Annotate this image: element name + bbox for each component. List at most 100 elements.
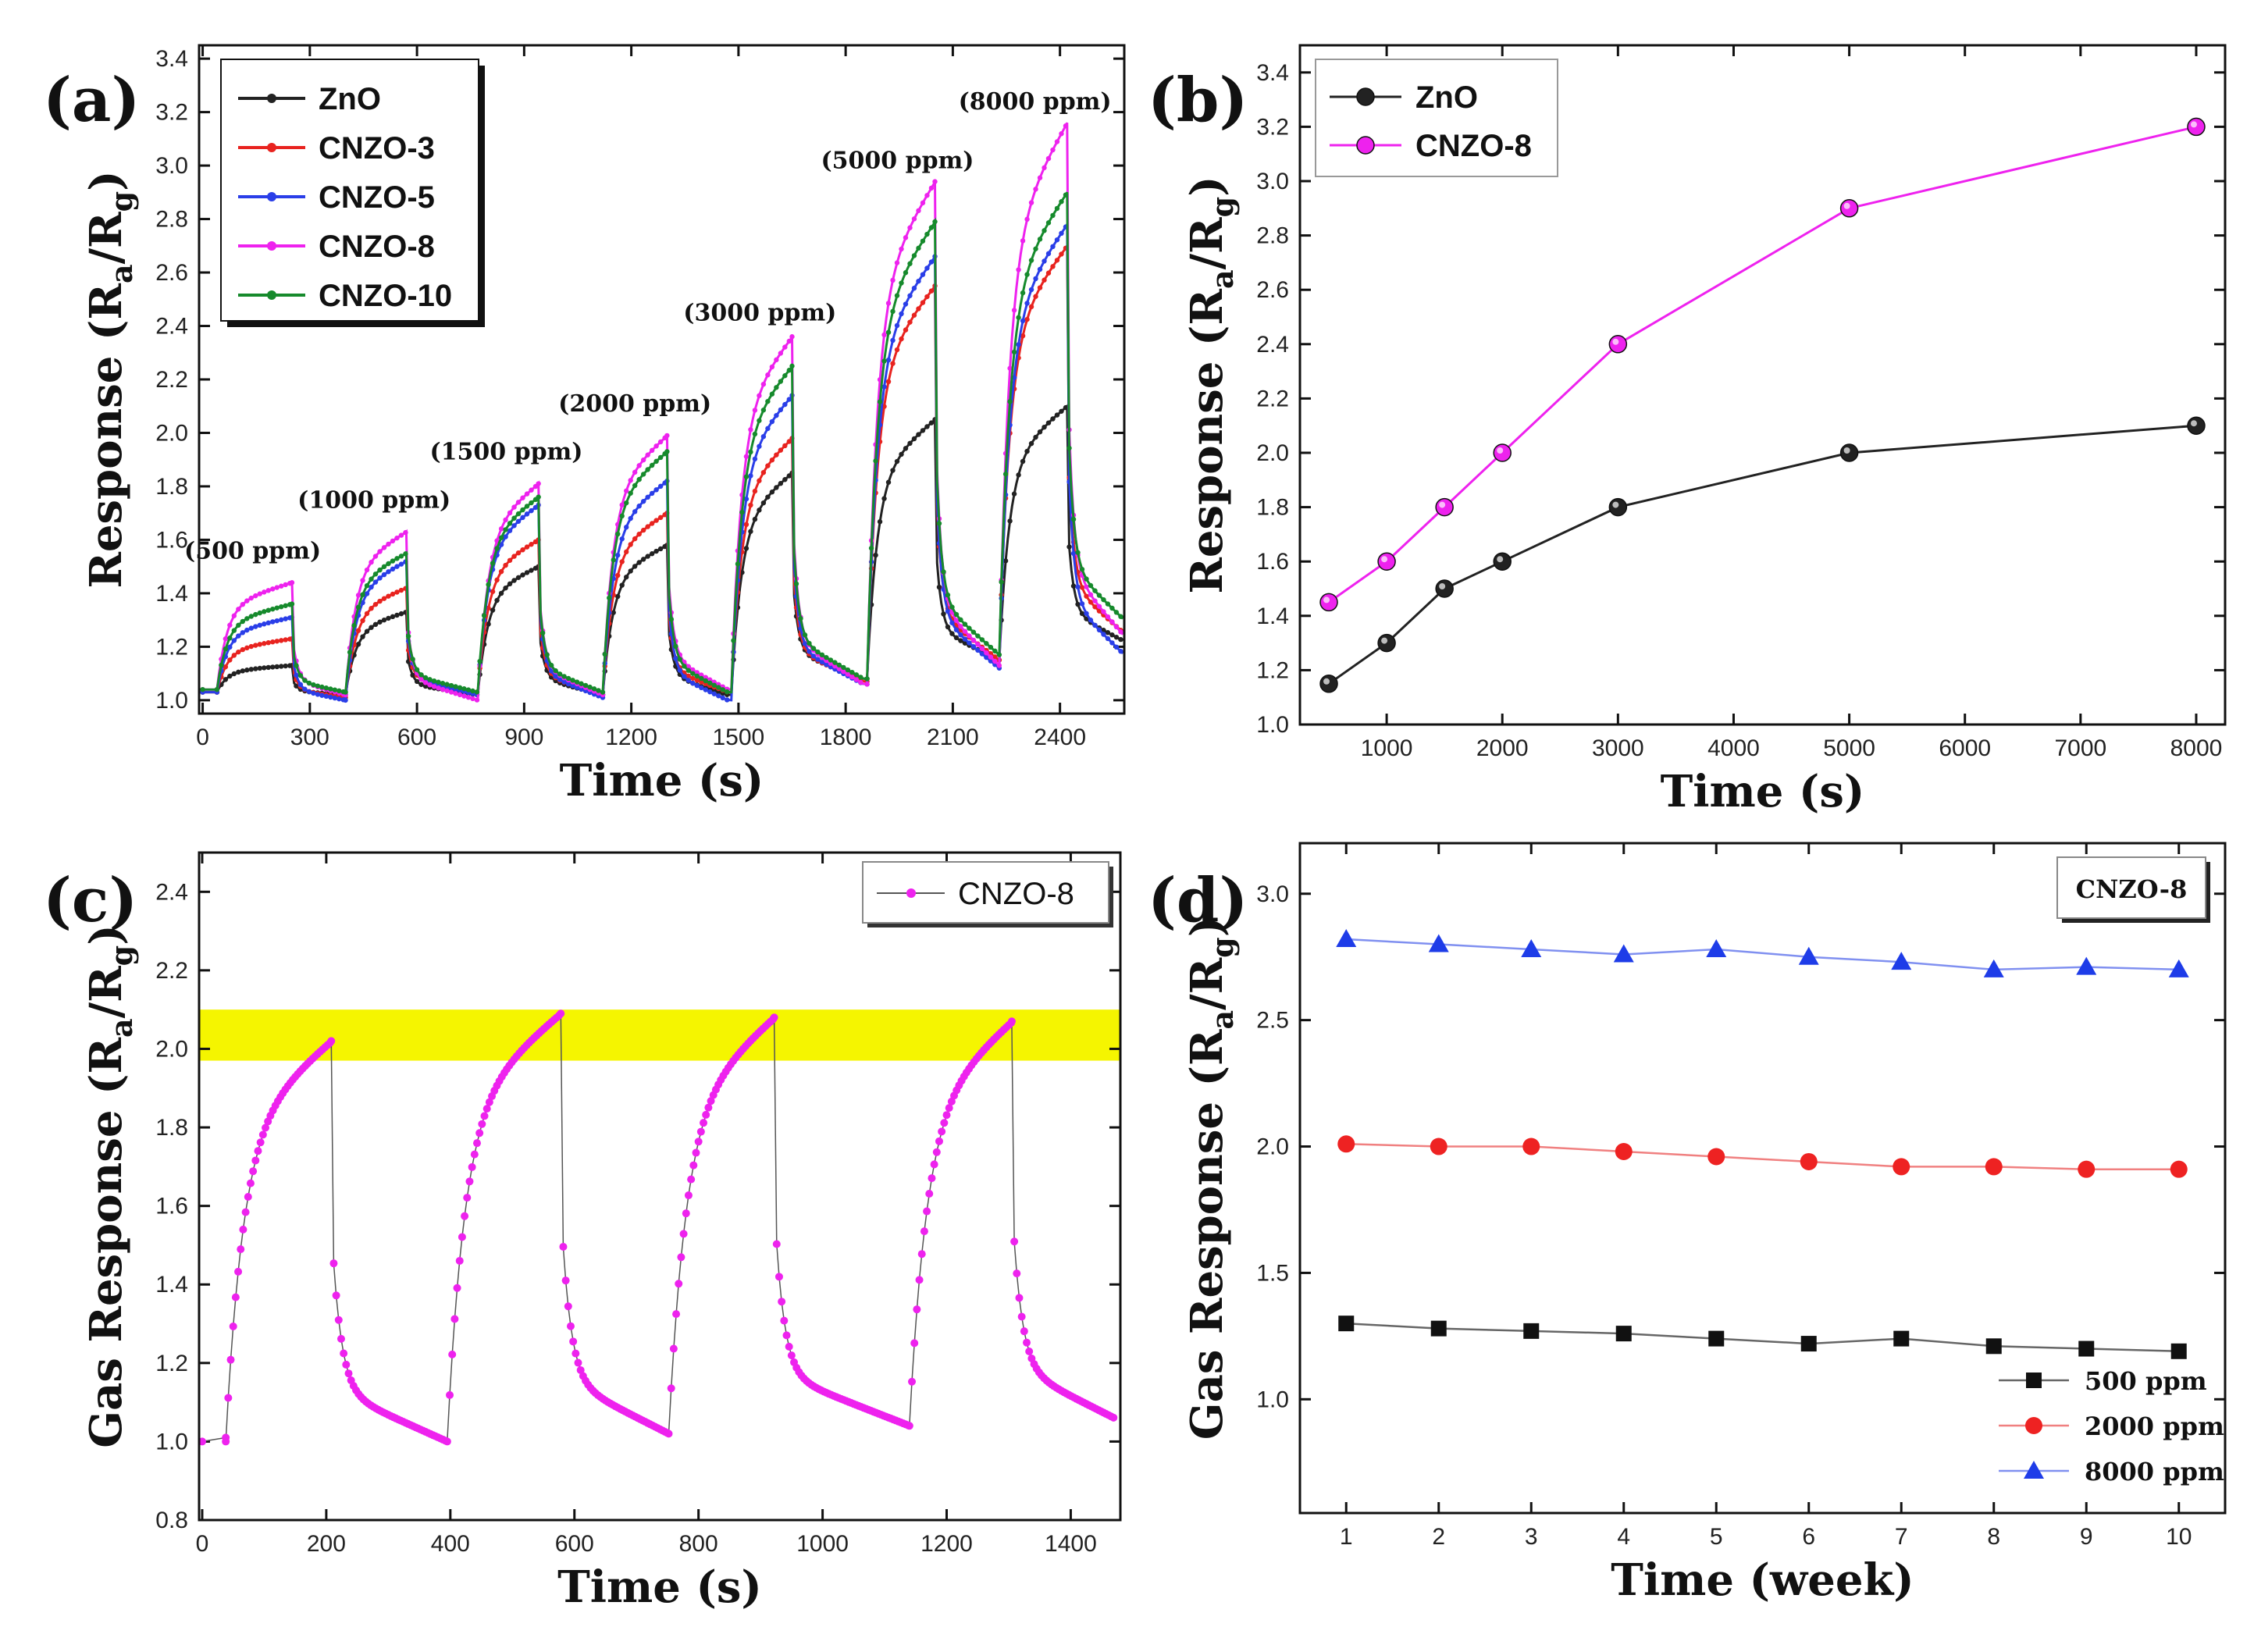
data-point-CNZO-8 (687, 1175, 696, 1184)
data-point-CNZO-10 (381, 564, 387, 569)
y-axis-title-b: Response (Ra/Rg) (1181, 176, 1240, 593)
data-point-CNZO-5 (615, 552, 621, 558)
x-tick-label-b: 2000 (1476, 735, 1529, 761)
title-box (2056, 856, 2206, 919)
data-point-CNZO-5 (253, 624, 258, 629)
data-point-CNZO-8 (475, 1129, 484, 1138)
y-axis-title-a: Response (Ra/Rg) (80, 170, 139, 588)
data-point-ZnO (262, 665, 267, 671)
data-point-CNZO-8 (418, 676, 424, 682)
data-point-ZnO (486, 621, 491, 627)
data-point-ZnO (890, 468, 896, 473)
data-point-CNZO-8 (1023, 1338, 1031, 1347)
data-point-CNZO-8 (254, 1147, 262, 1155)
data-point-CNZO-8 (619, 502, 625, 507)
data-point-CNZO-3 (1059, 251, 1064, 257)
data-point-8000 ppm (1983, 959, 2004, 977)
annotation-label: (3000 ppm) (683, 300, 836, 327)
data-point-highlight (1612, 501, 1619, 508)
data-point-CNZO-8 (472, 1139, 481, 1148)
y-axis-title-part-c: ) (80, 924, 132, 945)
data-point-CNZO-3 (386, 593, 391, 599)
data-point-CNZO-8 (564, 1302, 572, 1311)
data-point-CNZO-10 (507, 521, 513, 526)
data-point-CNZO-5 (924, 265, 930, 271)
data-point-CNZO-8 (355, 593, 361, 598)
data-point-CNZO-8 (920, 200, 926, 206)
data-point-ZnO (274, 664, 280, 670)
data-point-CNZO-10 (607, 595, 612, 601)
data-point-highlight (1497, 447, 1504, 454)
data-point-CNZO-5 (377, 575, 383, 581)
data-point-CNZO-8 (1024, 216, 1030, 223)
data-point-ZnO (624, 574, 629, 580)
legend-label-CNZO-5: CNZO-5 (319, 180, 435, 215)
legend-marker-CNZO-8 (267, 241, 276, 251)
data-point-CNZO-10 (769, 391, 775, 397)
data-point-CNZO-8 (440, 686, 446, 692)
data-point-CNZO-10 (778, 379, 784, 384)
data-point-CNZO-8 (1377, 552, 1396, 571)
data-point-CNZO-8 (436, 685, 441, 691)
data-point-ZnO (1037, 429, 1043, 435)
data-point-500 ppm (1985, 1338, 2002, 1355)
data-point-CNZO-10 (899, 280, 904, 286)
data-point-CNZO-3 (381, 596, 387, 601)
data-point-CNZO-8 (657, 439, 664, 445)
data-point-CNZO-5 (343, 697, 348, 703)
data-point-CNZO-10 (600, 689, 606, 695)
data-point-CNZO-8 (669, 1344, 678, 1353)
data-point-CNZO-8 (743, 454, 750, 459)
data-point-CNZO-5 (885, 357, 892, 363)
y-tick-label-d: 2.5 (1256, 1008, 1289, 1034)
data-point-CNZO-8 (360, 578, 365, 583)
data-point-ZnO (1070, 583, 1077, 589)
y-tick-label-c: 2.4 (155, 879, 188, 905)
x-tick-label-a: 300 (290, 725, 329, 750)
data-point-CNZO-10 (306, 680, 312, 686)
data-point-CNZO-8 (942, 1111, 951, 1120)
data-point-CNZO-10 (975, 633, 981, 639)
data-point-CNZO-10 (418, 672, 424, 678)
data-point-CNZO-8 (468, 1162, 476, 1171)
data-point-CNZO-10 (774, 385, 779, 390)
x-tick-label-c: 1200 (920, 1531, 973, 1557)
data-point-ZnO (928, 420, 935, 425)
data-point-CNZO-5 (760, 433, 767, 440)
data-point-CNZO-10 (311, 682, 316, 688)
legend-label-8000 ppm: 8000 ppm (2085, 1457, 2224, 1486)
data-point-CNZO-10 (602, 651, 607, 657)
x-tick-label-b: 7000 (2054, 735, 2106, 761)
data-point-CNZO-10 (916, 245, 921, 251)
data-point-ZnO (958, 638, 963, 643)
data-point-CNZO-5 (699, 685, 704, 691)
annotation-label: (5000 ppm) (821, 148, 974, 175)
data-point-highlight (1843, 447, 1850, 454)
data-point-CNZO-10 (984, 641, 989, 646)
data-point-CNZO-10 (690, 671, 696, 676)
data-point-CNZO-10 (849, 669, 855, 675)
data-point-CNZO-10 (236, 622, 241, 628)
data-point-CNZO-10 (945, 592, 951, 598)
x-tick-label-c: 1400 (1045, 1531, 1097, 1557)
data-point-CNZO-3 (494, 577, 500, 583)
highlight-band (199, 1009, 1120, 1061)
x-tick-label-a: 2100 (927, 725, 979, 750)
data-point-CNZO-8 (704, 1103, 713, 1112)
data-point-CNZO-5 (574, 685, 580, 690)
x-tick-label-d: 8 (1987, 1524, 2000, 1550)
data-point-CNZO-8 (769, 364, 775, 370)
data-point-CNZO-5 (743, 496, 750, 502)
data-point-CNZO-10 (1070, 516, 1077, 522)
data-point-highlight (1323, 678, 1330, 685)
data-point-CNZO-10 (885, 329, 892, 335)
data-point-CNZO-5 (561, 679, 567, 685)
data-point-CNZO-5 (328, 694, 333, 700)
data-point-CNZO-5 (529, 507, 534, 514)
data-point-CNZO-3 (503, 562, 508, 568)
data-point-CNZO-10 (1066, 445, 1072, 451)
data-point-CNZO-10 (377, 567, 383, 573)
data-point-CNZO-5 (619, 536, 625, 542)
y-tick-label-b: 2.0 (1256, 440, 1289, 466)
data-point-CNZO-8 (403, 529, 408, 536)
